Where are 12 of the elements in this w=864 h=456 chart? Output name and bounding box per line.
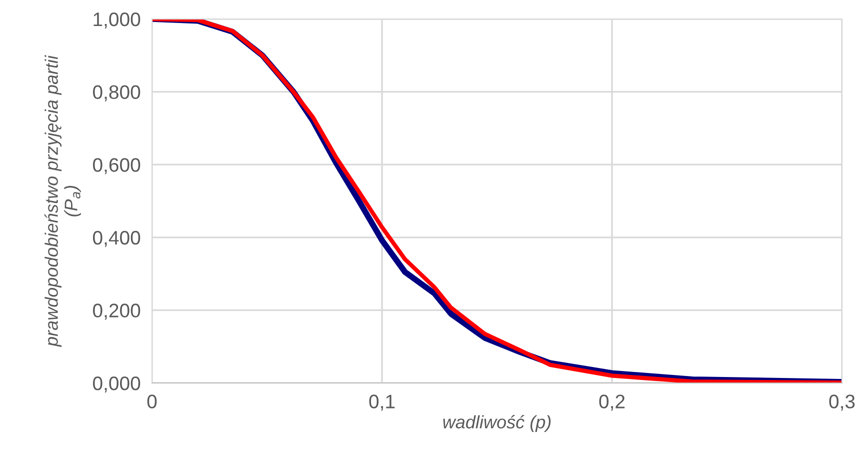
y-tick-label: 0,800 <box>92 85 140 102</box>
x-tick-label: 0,1 <box>369 394 395 411</box>
x-tick-label: 0,2 <box>599 394 625 411</box>
y-tick-label: 0,000 <box>92 376 140 393</box>
x-tick-label: 0 <box>147 394 157 408</box>
x-tick-label: 0,3 <box>829 394 855 411</box>
y-tick-label: 0,400 <box>92 230 140 247</box>
x-axis-title: wadliwość (p) <box>443 415 551 432</box>
y-tick-label: 1,000 <box>94 12 140 29</box>
y-tick-label: 0,600 <box>92 158 140 174</box>
y-axis-title: prawdopodobieństwo przyjęcia partii (P$_{a}$) <box>44 55 81 347</box>
y-tick-label: 0,200 <box>92 304 140 320</box>
